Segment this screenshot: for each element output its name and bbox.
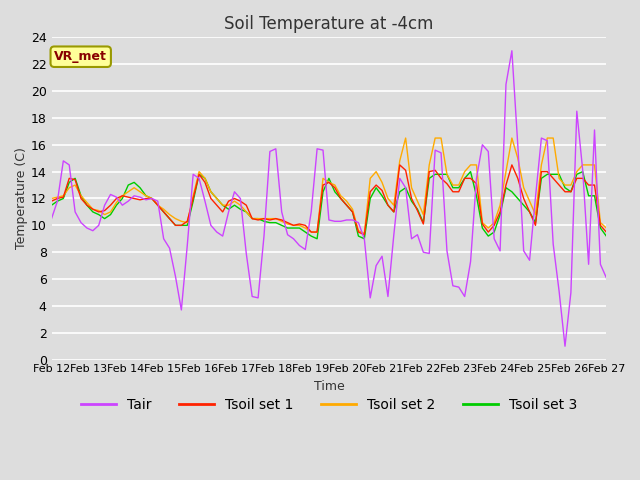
X-axis label: Time: Time	[314, 380, 344, 393]
Tair	[508, 48, 516, 54]
Tsoil set 1	[472, 181, 480, 187]
Tsoil set 2	[47, 195, 55, 201]
Tair	[47, 216, 55, 221]
Tsoil set 3	[472, 193, 480, 199]
Tsoil set 3	[467, 169, 474, 175]
Tsoil set 2	[437, 135, 445, 141]
Tsoil set 3	[443, 171, 451, 177]
Tsoil set 2	[602, 225, 610, 231]
Line: Tsoil set 2: Tsoil set 2	[51, 138, 606, 233]
Tsoil set 2	[402, 135, 410, 141]
Tsoil set 3	[461, 176, 468, 181]
Tsoil set 1	[396, 162, 404, 168]
Tair	[561, 343, 569, 349]
Tsoil set 1	[467, 176, 474, 181]
Tsoil set 2	[472, 162, 480, 168]
Tsoil set 3	[71, 176, 79, 181]
Tsoil set 3	[602, 233, 610, 239]
Y-axis label: Temperature (C): Temperature (C)	[15, 147, 28, 250]
Tsoil set 1	[71, 177, 79, 182]
Tair	[426, 251, 433, 256]
Title: Soil Temperature at -4cm: Soil Temperature at -4cm	[224, 15, 434, 33]
Tsoil set 1	[602, 229, 610, 235]
Tsoil set 2	[71, 182, 79, 188]
Tair	[71, 209, 79, 215]
Tsoil set 3	[431, 171, 439, 177]
Tsoil set 3	[313, 236, 321, 241]
Text: VR_met: VR_met	[54, 50, 107, 63]
Legend: Tair, Tsoil set 1, Tsoil set 2, Tsoil set 3: Tair, Tsoil set 1, Tsoil set 2, Tsoil se…	[76, 392, 582, 417]
Tsoil set 2	[360, 230, 368, 236]
Tair	[602, 275, 610, 281]
Tsoil set 3	[148, 195, 156, 201]
Line: Tair: Tair	[51, 51, 606, 346]
Tsoil set 1	[449, 189, 457, 195]
Tsoil set 2	[467, 162, 474, 168]
Tsoil set 1	[148, 195, 156, 201]
Line: Tsoil set 3: Tsoil set 3	[51, 172, 606, 239]
Tair	[461, 294, 468, 300]
Line: Tsoil set 1: Tsoil set 1	[51, 165, 606, 235]
Tsoil set 1	[360, 232, 368, 238]
Tsoil set 1	[437, 176, 445, 181]
Tsoil set 2	[148, 195, 156, 201]
Tair	[148, 195, 156, 201]
Tsoil set 2	[449, 182, 457, 188]
Tair	[455, 284, 463, 290]
Tsoil set 1	[47, 198, 55, 204]
Tsoil set 3	[47, 202, 55, 208]
Tair	[437, 150, 445, 156]
